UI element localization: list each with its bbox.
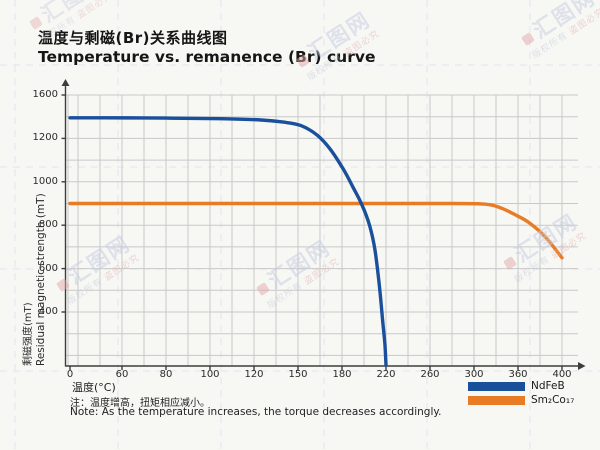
x-tick-label: 260 (420, 369, 440, 380)
x-tick-label: 60 (115, 369, 129, 380)
legend-label-sm2co17: Sm₂Co₁₇ (531, 394, 575, 406)
curve-Sm₂Co₁₇ (68, 201, 564, 260)
footnote-zh: 注：温度增高，扭矩相应减小。 (70, 398, 210, 409)
curve-NdFeB (68, 116, 388, 367)
x-tick-label: 180 (332, 369, 352, 380)
y-tick-label: 1600 (32, 89, 58, 100)
legend-item-sm2co17: Sm₂Co₁₇ (468, 394, 575, 406)
x-tick-label: 100 (200, 369, 220, 380)
x-tick-label: 300 (464, 369, 484, 380)
y-tick-label: 600 (38, 262, 58, 274)
x-tick-label: 360 (508, 369, 528, 380)
x-tick-label: 80 (159, 369, 173, 380)
legend-label-ndfeb: NdFeB (531, 380, 565, 392)
legend-swatch-sm2co17 (468, 396, 525, 405)
footnote-en: Note: As the temperature increases, the … (70, 406, 442, 418)
legend: NdFeB Sm₂Co₁₇ (468, 380, 575, 410)
y-tick-label: 400 (38, 306, 58, 317)
legend-item-ndfeb: NdFeB (468, 380, 574, 392)
x-tick-label: 220 (376, 369, 396, 380)
chart-title-en: Temperature vs. remanence (Br) curve (38, 48, 376, 66)
x-tick-label: 0 (66, 369, 74, 380)
x-tick-label: 150 (288, 369, 308, 380)
chart-title-zh: 温度与剩磁(Br)关系曲线图 (38, 29, 228, 47)
y-tick-label: 1000 (32, 175, 58, 187)
x-axis-label: 温度(°C) (72, 381, 116, 394)
x-tick-label: 400 (552, 369, 572, 380)
y-axis-label-en: Residual magnetic strength (mT) (35, 193, 47, 366)
legend-swatch-ndfeb (468, 382, 525, 391)
x-tick-label: 120 (244, 369, 264, 380)
y-tick-label: 1200 (32, 132, 58, 144)
y-axis-label-zh: 剩磁强度(mT) (23, 302, 34, 366)
y-tick-label: 800 (38, 219, 58, 231)
